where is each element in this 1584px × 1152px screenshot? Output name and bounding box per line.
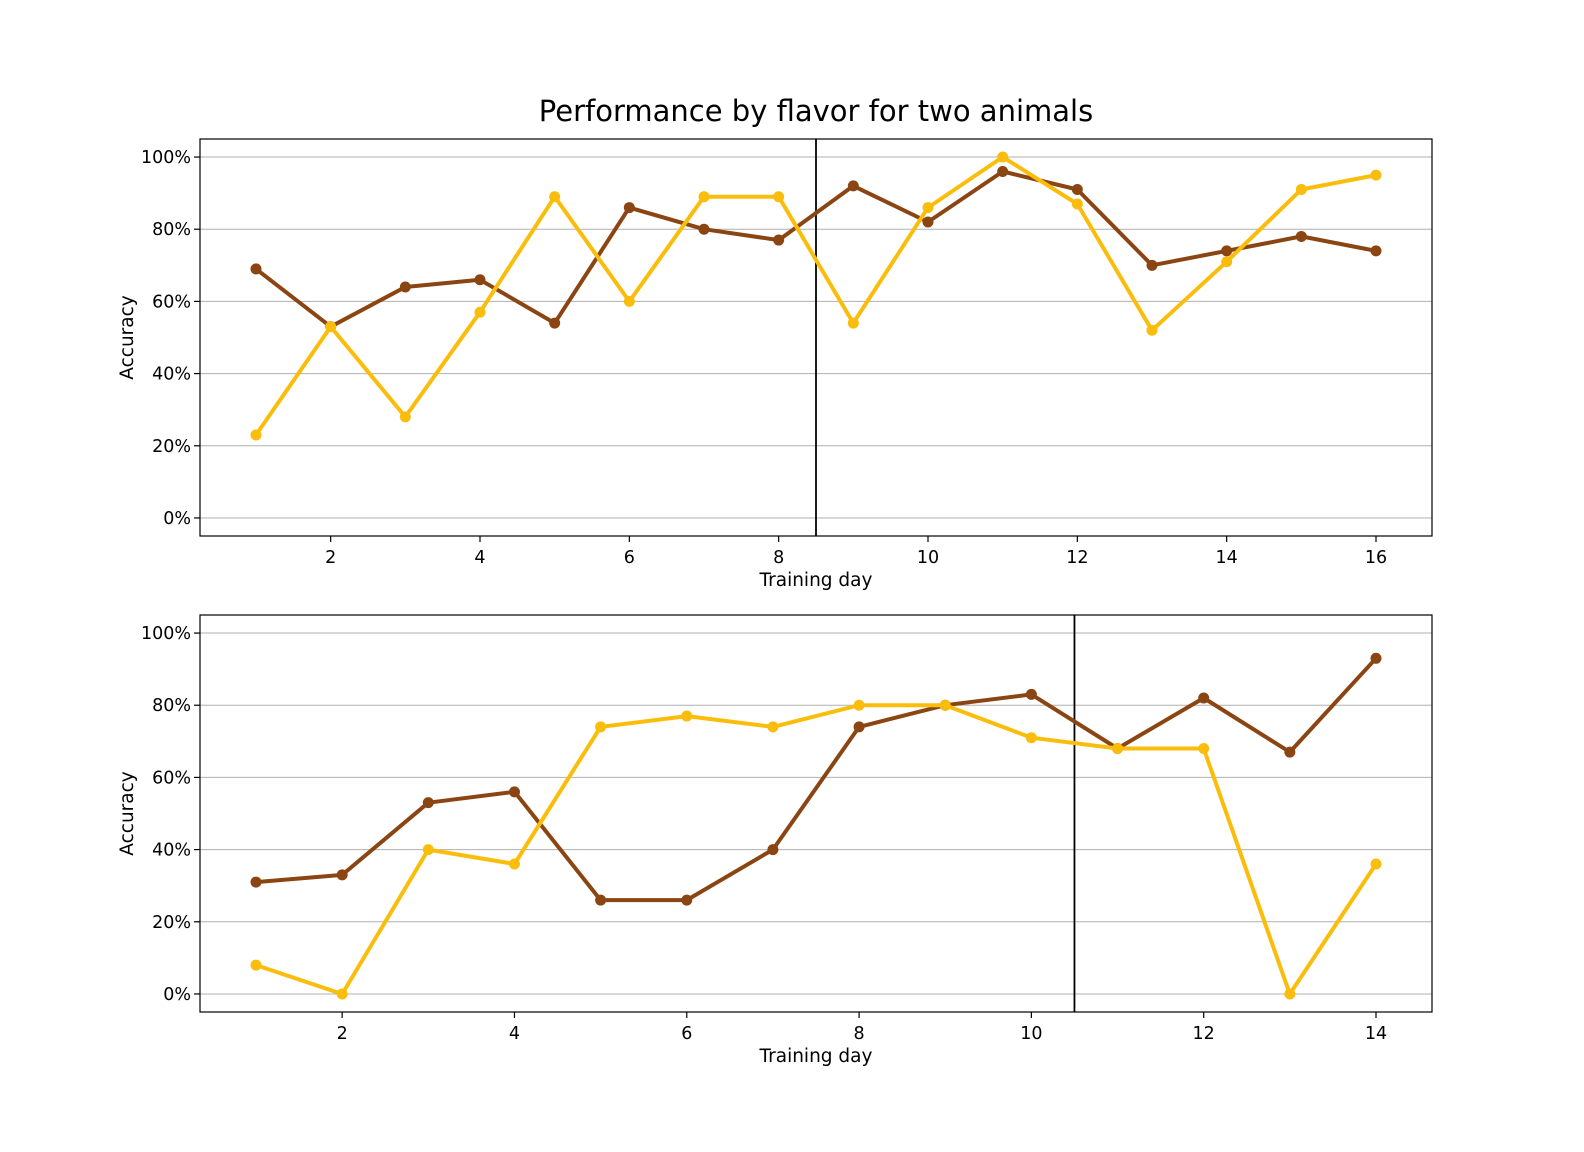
data-point-series-2: [939, 699, 951, 711]
data-point-series-2: [549, 191, 561, 203]
data-point-series-1: [1284, 746, 1296, 758]
data-point-series-2: [336, 988, 348, 1000]
y-tick-label: 100%: [141, 624, 191, 644]
data-point-series-2: [853, 699, 865, 711]
figure-title: Performance by flavor for two animals: [539, 94, 1093, 128]
y-tick-label: 80%: [152, 696, 191, 716]
x-tick-label: 6: [681, 1024, 692, 1044]
series-line-2: [254, 703, 1378, 996]
series-line-1: [254, 656, 1378, 903]
y-tick-label: 40%: [152, 365, 191, 385]
data-point-series-1: [336, 869, 348, 881]
data-point-series-1: [422, 797, 434, 809]
x-tick-label: 4: [474, 548, 485, 568]
data-point-series-1: [853, 721, 865, 733]
data-point-series-2: [250, 959, 262, 971]
x-tick-label: 6: [624, 548, 635, 568]
y-tick-label: 80%: [152, 220, 191, 240]
data-point-series-2: [1025, 732, 1037, 744]
y-axis-label: Accuracy: [117, 771, 138, 856]
data-point-series-2: [1198, 743, 1210, 755]
x-tick-label: 10: [917, 548, 939, 568]
data-point-series-1: [399, 281, 411, 293]
data-point-series-1: [773, 234, 785, 246]
x-tick-label: 12: [1193, 1024, 1215, 1044]
y-tick-label: 0%: [163, 985, 191, 1005]
data-point-series-2: [1071, 198, 1083, 210]
x-tick-label: 14: [1216, 548, 1238, 568]
data-point-series-1: [847, 180, 859, 192]
data-point-series-2: [1112, 743, 1124, 755]
data-point-series-2: [595, 721, 607, 733]
x-tick-label: 4: [509, 1024, 520, 1044]
data-point-series-2: [767, 721, 779, 733]
data-point-series-1: [1370, 652, 1382, 664]
plot-frame: [199, 614, 1433, 1013]
data-point-series-1: [623, 202, 635, 214]
data-point-series-2: [1146, 324, 1158, 336]
data-point-series-1: [997, 165, 1009, 177]
data-point-series-2: [399, 411, 411, 423]
data-point-series-1: [767, 844, 779, 856]
y-tick-label: 20%: [152, 913, 191, 933]
data-point-series-1: [1025, 688, 1037, 700]
x-tick-label: 10: [1020, 1024, 1042, 1044]
data-point-series-2: [1221, 256, 1233, 268]
data-point-series-1: [698, 223, 710, 235]
data-point-series-1: [508, 786, 520, 798]
y-tick-label: 60%: [152, 292, 191, 312]
data-point-series-2: [997, 151, 1009, 163]
series-line-2: [254, 155, 1378, 437]
chart-bottom: 0% 20% 40% 60% 80% 100% 2 4 6 8 10 12 14 Training day…: [117, 614, 1433, 1067]
data-point-series-1: [1221, 245, 1233, 257]
y-tick-label: 0%: [163, 509, 191, 529]
x-tick-label: 12: [1066, 548, 1088, 568]
data-point-series-2: [773, 191, 785, 203]
data-point-series-2: [325, 321, 337, 333]
plot-frame: [199, 138, 1433, 537]
x-axis-label: Training day: [759, 570, 873, 591]
y-tick-label: 40%: [152, 841, 191, 861]
series-line-1: [254, 169, 1378, 329]
data-point-series-1: [250, 263, 262, 275]
y-tick-label: 60%: [152, 768, 191, 788]
data-point-series-1: [1146, 259, 1158, 271]
data-point-series-1: [250, 876, 262, 888]
x-tick-label: 14: [1365, 1024, 1387, 1044]
x-tick-label: 8: [854, 1024, 865, 1044]
data-point-series-1: [549, 317, 561, 329]
x-tick-label: 2: [325, 548, 336, 568]
data-point-series-2: [623, 295, 635, 307]
x-tick-label: 8: [773, 548, 784, 568]
data-point-series-1: [1370, 245, 1382, 257]
data-point-series-2: [474, 306, 486, 318]
data-point-series-1: [595, 894, 607, 906]
x-tick-label: 2: [337, 1024, 348, 1044]
data-point-series-2: [1295, 184, 1307, 196]
chart-top: 0% 20% 40% 60% 80% 100% 2 4 6 8 10 12 14 16 Training d…: [117, 138, 1433, 591]
y-tick-label: 20%: [152, 437, 191, 457]
data-point-series-1: [1295, 230, 1307, 242]
data-point-series-2: [847, 317, 859, 329]
data-point-series-1: [681, 894, 693, 906]
data-point-series-2: [250, 429, 262, 441]
y-axis-label: Accuracy: [117, 295, 138, 380]
data-point-series-2: [698, 191, 710, 203]
x-tick-label: 16: [1365, 548, 1387, 568]
data-point-series-2: [1370, 858, 1382, 870]
data-point-series-2: [1284, 988, 1296, 1000]
y-tick-label: 100%: [141, 148, 191, 168]
data-point-series-2: [1370, 169, 1382, 181]
data-point-series-2: [681, 710, 693, 722]
data-point-series-2: [508, 858, 520, 870]
x-axis-label: Training day: [759, 1046, 873, 1067]
data-point-series-1: [1198, 692, 1210, 704]
data-point-series-1: [1071, 184, 1083, 196]
data-point-series-1: [474, 274, 486, 286]
data-point-series-2: [922, 202, 934, 214]
data-point-series-1: [922, 216, 934, 228]
data-point-series-2: [422, 844, 434, 856]
